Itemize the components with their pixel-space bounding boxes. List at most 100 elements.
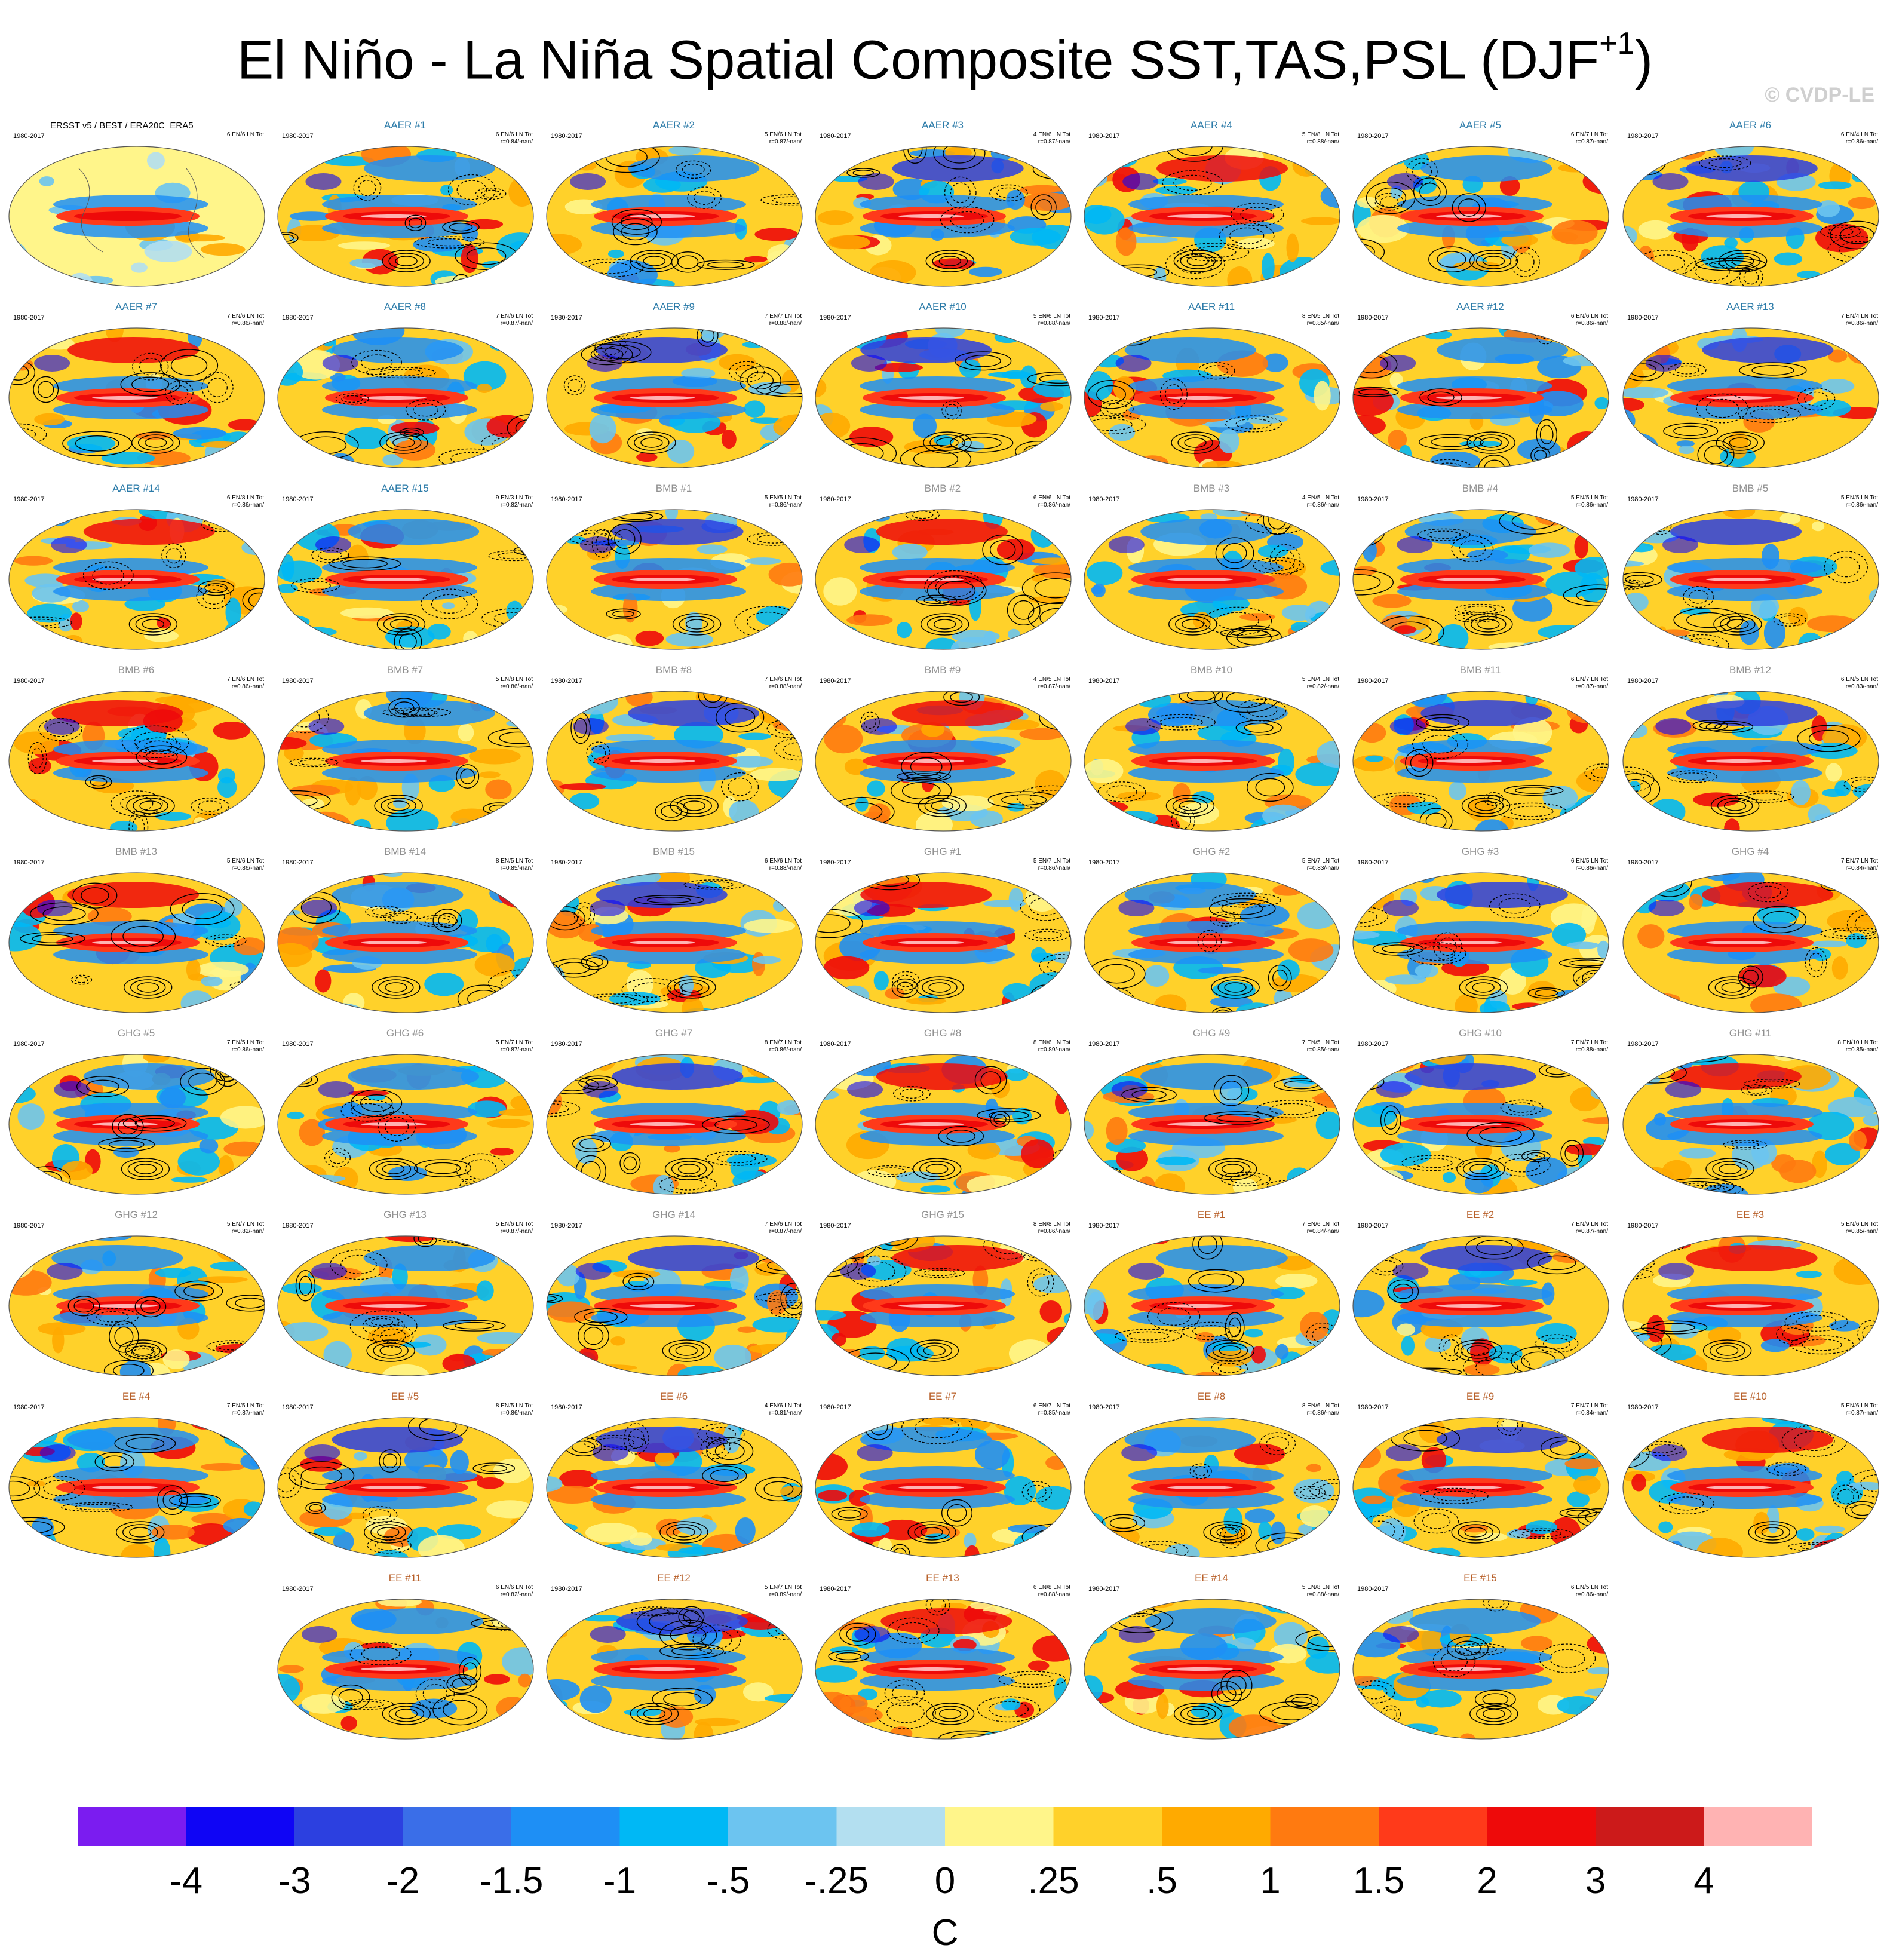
panel-counts: 6 EN/7 LN Tot r=0.87/-nan/	[1571, 131, 1608, 146]
panel-pattern-correlation: r=0.88/-nan/	[1306, 139, 1339, 145]
panel-event-counts: 7 EN/6 LN Tot	[764, 1221, 802, 1228]
panel-event-counts: 7 EN/7 LN Tot	[1570, 1403, 1608, 1409]
panel-counts: 7 EN/7 LN Tot r=0.84/-nan/	[1571, 1403, 1608, 1417]
panel-event-counts: 7 EN/6 LN Tot	[226, 313, 264, 320]
map-panel: 1980-2017 EE #1 7 EN/6 LN Tot r=0.84/-nan/	[1080, 1204, 1343, 1384]
panel-years: 1980-2017	[1088, 677, 1120, 685]
panel-map	[815, 509, 1072, 650]
panel-pattern-correlation: r=0.86/-nan/	[1038, 865, 1070, 872]
panel-map	[1084, 509, 1340, 650]
colorbar-swatch	[186, 1807, 295, 1846]
panel-event-counts: 4 EN/6 LN Tot	[1033, 131, 1070, 138]
panel-title: BMB #9	[924, 664, 961, 676]
panel-years: 1980-2017	[282, 677, 314, 685]
panel-event-counts: 7 EN/6 LN Tot	[495, 313, 533, 320]
panel-event-counts: 5 EN/7 LN Tot	[764, 1584, 802, 1591]
copyright-notice: © CVDP-LE	[1765, 84, 1874, 106]
panel-title: EE #3	[1736, 1209, 1765, 1220]
panel-event-counts: 5 EN/7 LN Tot	[1302, 858, 1339, 864]
map-panel: 1980-2017 GHG #4 7 EN/7 LN Tot r=0.84/-nan/	[1619, 841, 1882, 1020]
title-main: El Niño - La Niña Spatial Composite SST,…	[237, 29, 1600, 91]
map-panel: 1980-2017 EE #5 8 EN/5 LN Tot r=0.86/-nan/	[274, 1386, 536, 1565]
panel-pattern-correlation: r=0.86/-nan/	[1038, 502, 1070, 508]
panel-map	[277, 1235, 534, 1376]
panel-title: BMB #6	[118, 664, 155, 676]
colorbar-tick-label: -.5	[706, 1860, 750, 1901]
map-panel: 1980-2017 EE #14 5 EN/8 LN Tot r=0.88/-nan/	[1080, 1568, 1343, 1747]
panel-map	[1622, 509, 1879, 650]
panel-counts: 5 EN/5 LN Tot r=0.86/-nan/	[765, 495, 802, 509]
panel-counts: 5 EN/7 LN Tot r=0.89/-nan/	[765, 1584, 802, 1599]
map-panel: 1980-2017 GHG #10 7 EN/7 LN Tot r=0.88/-nan…	[1349, 1023, 1612, 1202]
panel-counts: 7 EN/7 LN Tot r=0.88/-nan/	[765, 313, 802, 327]
map-panel: 1980-2017 AAER #1 6 EN/6 LN Tot r=0.84/-nan…	[274, 115, 536, 294]
panel-counts: 5 EN/5 LN Tot r=0.86/-nan/	[1571, 495, 1608, 509]
panel-years: 1980-2017	[282, 1585, 314, 1593]
panel-counts: 6 EN/5 LN Tot r=0.86/-nan/	[1571, 1584, 1608, 1599]
panel-map	[546, 327, 803, 468]
map-panel: 1980-2017 AAER #7 7 EN/6 LN Tot r=0.86/-nan…	[5, 296, 268, 476]
panel-event-counts: 7 EN/4 LN Tot	[1840, 313, 1878, 320]
panel-pattern-correlation: r=0.88/-nan/	[1038, 320, 1070, 327]
panel-pattern-correlation: r=0.87/-nan/	[769, 1228, 802, 1235]
panel-event-counts: 4 EN/6 LN Tot	[764, 1403, 802, 1409]
map-panel: 1980-2017 AAER #13 7 EN/4 LN Tot r=0.86/-na…	[1619, 296, 1882, 476]
panel-map	[546, 872, 803, 1013]
panel-event-counts: 8 EN/6 LN Tot	[1033, 1039, 1070, 1046]
panel-pattern-correlation: r=0.87/-nan/	[769, 139, 802, 145]
panel-counts: 5 EN/6 LN Tot r=0.88/-nan/	[1033, 313, 1070, 327]
panel-map	[8, 1054, 265, 1195]
colorbar-swatch	[945, 1807, 1054, 1846]
panel-years: 1980-2017	[1357, 1585, 1389, 1593]
map-panel: 1980-2017 AAER #6 6 EN/4 LN Tot r=0.86/-nan…	[1619, 115, 1882, 294]
panel-title: AAER #7	[115, 301, 157, 312]
panel-pattern-correlation: r=0.86/-nan/	[231, 502, 264, 508]
panel-event-counts: 7 EN/5 LN Tot	[226, 1403, 264, 1409]
panel-map	[1622, 872, 1879, 1013]
map-panel: 1980-2017 GHG #11 8 EN/10 LN Tot r=0.85/-na…	[1619, 1023, 1882, 1202]
panel-event-counts: 7 EN/7 LN Tot	[1840, 858, 1878, 864]
panel-years: 1980-2017	[820, 677, 851, 685]
panel-event-counts: 8 EN/5 LN Tot	[495, 858, 533, 864]
panel-counts: 6 EN/6 LN Tot r=0.86/-nan/	[1033, 495, 1070, 509]
panel-pattern-correlation: r=0.86/-nan/	[231, 683, 264, 690]
panel-counts: 4 EN/6 LN Tot r=0.87/-nan/	[1033, 131, 1070, 146]
panel-counts: 7 EN/6 LN Tot r=0.84/-nan/	[1302, 1221, 1339, 1235]
panel-title: BMB #13	[115, 846, 157, 857]
panel-event-counts: 7 EN/9 LN Tot	[1570, 1221, 1608, 1228]
panel-pattern-correlation: r=0.86/-nan/	[1845, 502, 1878, 508]
panel-years: 1980-2017	[282, 859, 314, 866]
panel-title: BMB #1	[655, 483, 692, 494]
panel-map	[546, 1599, 803, 1740]
panel-event-counts: 6 EN/5 LN Tot	[1840, 676, 1878, 683]
panel-years: 1980-2017	[1627, 314, 1659, 321]
panel-years: 1980-2017	[1627, 496, 1659, 503]
panel-pattern-correlation: r=0.85/-nan/	[500, 865, 533, 872]
panel-pattern-correlation: r=0.83/-nan/	[1306, 865, 1339, 872]
panel-map	[8, 146, 265, 287]
panel-map	[1622, 1054, 1879, 1195]
panel-pattern-correlation: r=0.88/-nan/	[769, 683, 802, 690]
panel-map	[1352, 1599, 1609, 1740]
panel-title: EE #1	[1197, 1209, 1226, 1220]
map-panel: 1980-2017 AAER #2 5 EN/6 LN Tot r=0.87/-nan…	[542, 115, 805, 294]
panel-event-counts: 4 EN/5 LN Tot	[1033, 676, 1070, 683]
panel-map	[8, 691, 265, 832]
panel-years: 1980-2017	[13, 314, 45, 321]
panel-pattern-correlation: r=0.87/-nan/	[1845, 1410, 1878, 1416]
panel-title: EE #14	[1195, 1572, 1228, 1584]
colorbar-units: C	[931, 1912, 959, 1953]
panel-counts: 7 EN/6 LN Tot r=0.86/-nan/	[227, 313, 264, 327]
map-panel: 1980-2017 GHG #2 5 EN/7 LN Tot r=0.83/-nan/	[1080, 841, 1343, 1020]
panel-years: 1980-2017	[1627, 859, 1659, 866]
panel-title: GHG #12	[115, 1209, 158, 1220]
map-panel: 1980-2017 GHG #15 8 EN/8 LN Tot r=0.86/-nan…	[811, 1204, 1074, 1384]
panel-counts: 6 EN/6 LN Tot r=0.88/-nan/	[765, 858, 802, 872]
panel-years: 1980-2017	[282, 314, 314, 321]
panel-event-counts: 5 EN/6 LN Tot	[495, 1221, 533, 1228]
panel-pattern-correlation: r=0.83/-nan/	[1845, 683, 1878, 690]
panel-title: GHG #4	[1731, 846, 1769, 857]
panel-years: 1980-2017	[551, 1404, 582, 1411]
panel-event-counts: 5 EN/7 LN Tot	[226, 1221, 264, 1228]
panel-counts: 7 EN/6 LN Tot r=0.86/-nan/	[227, 676, 264, 691]
